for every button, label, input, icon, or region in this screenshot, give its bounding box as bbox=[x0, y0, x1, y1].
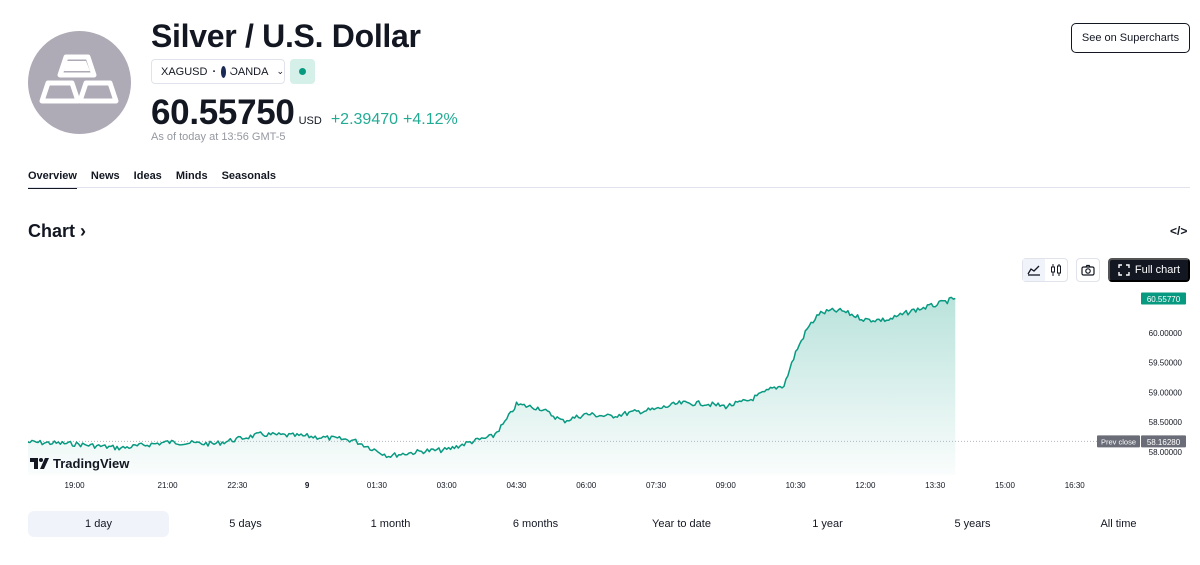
range-6-months[interactable]: 6 months bbox=[512, 518, 559, 530]
chevron-right-icon: › bbox=[75, 221, 87, 241]
prev-close-badge bbox=[1097, 435, 1140, 448]
prev-close-label: Prev close bbox=[1101, 437, 1136, 446]
tab-ideas[interactable]: Ideas bbox=[133, 170, 162, 182]
x-tick-label: 9 bbox=[305, 481, 310, 490]
tradingview-logo[interactable]: TradingView bbox=[30, 456, 129, 471]
tab-overview[interactable]: Overview bbox=[28, 170, 77, 189]
symbol-selector[interactable]: XAGUSD · OANDA ⌄ bbox=[151, 59, 285, 84]
range-5-days[interactable]: 5 days bbox=[229, 518, 262, 530]
price-area-fill bbox=[28, 297, 956, 475]
x-tick-label: 06:00 bbox=[576, 481, 597, 490]
x-tick-label: 07:30 bbox=[646, 481, 667, 490]
tab-seasonals[interactable]: Seasonals bbox=[221, 170, 277, 182]
exchange-name: OANDA bbox=[229, 65, 269, 78]
range-1-month[interactable]: 1 month bbox=[370, 518, 411, 530]
price-timestamp: As of today at 13:56 GMT-5 bbox=[151, 131, 286, 143]
section-tabs: Overview News Ideas Minds Seasonals bbox=[28, 170, 290, 189]
oanda-icon bbox=[221, 65, 227, 78]
tab-news[interactable]: News bbox=[90, 170, 120, 182]
separator-dot: · bbox=[212, 65, 217, 78]
prev-close-value: 58.16280 bbox=[1147, 438, 1181, 447]
status-dot-icon bbox=[299, 68, 306, 75]
silver-logo bbox=[28, 31, 131, 134]
chevron-down-icon: ⌄ bbox=[276, 66, 284, 76]
prev-close-value-badge bbox=[1141, 435, 1186, 448]
chart-heading-label: Chart bbox=[28, 221, 76, 241]
y-tick-label: 59.00000 bbox=[1149, 388, 1183, 397]
y-tick-label: 59.50000 bbox=[1149, 359, 1183, 368]
price-change: +2.39470 bbox=[330, 111, 399, 128]
x-tick-label: 09:00 bbox=[716, 481, 737, 490]
y-tick-label: 58.50000 bbox=[1149, 418, 1183, 427]
current-price-badge bbox=[1141, 292, 1186, 305]
y-tick-label: 60.00000 bbox=[1149, 329, 1183, 338]
candles-icon[interactable] bbox=[1045, 259, 1067, 281]
x-tick-label: 22:30 bbox=[227, 481, 248, 490]
range-5-years[interactable]: 5 years bbox=[954, 518, 991, 530]
chart-heading-link[interactable]: Chart › bbox=[28, 221, 86, 242]
time-range-selector: 1 day 5 days 1 month 6 months Year to da… bbox=[28, 511, 1190, 537]
range-year-to-date[interactable]: Year to date bbox=[652, 518, 711, 530]
x-tick-label: 21:00 bbox=[158, 481, 179, 490]
x-tick-label: 13:30 bbox=[925, 481, 946, 490]
page-title: Silver / U.S. Dollar bbox=[151, 18, 421, 54]
camera-icon[interactable] bbox=[1076, 258, 1100, 282]
market-status-indicator[interactable] bbox=[290, 59, 315, 84]
see-on-supercharts-button[interactable]: See on Supercharts bbox=[1071, 23, 1190, 53]
tab-minds[interactable]: Minds bbox=[175, 170, 208, 182]
price-change-percent: +4.12% bbox=[403, 111, 458, 128]
price-currency: USD bbox=[298, 115, 322, 127]
x-tick-label: 04:30 bbox=[506, 481, 527, 490]
tradingview-icon bbox=[30, 458, 49, 469]
fullscreen-icon bbox=[1118, 264, 1130, 276]
x-tick-label: 15:00 bbox=[995, 481, 1016, 490]
area-chart-icon[interactable] bbox=[1023, 259, 1045, 281]
x-tick-label: 10:30 bbox=[786, 481, 807, 490]
price-series-line bbox=[27, 296, 956, 459]
x-tick-label: 01:30 bbox=[367, 481, 388, 490]
range-1-year[interactable]: 1 year bbox=[812, 518, 843, 530]
range-all-time[interactable]: All time bbox=[1100, 518, 1137, 530]
chart-style-toggle bbox=[1022, 258, 1068, 282]
range-1-day[interactable]: 1 day bbox=[28, 511, 169, 537]
x-tick-label: 03:00 bbox=[437, 481, 458, 490]
current-price: 60.55750 bbox=[151, 93, 295, 132]
x-tick-label: 12:00 bbox=[855, 481, 876, 490]
silver-bars-icon bbox=[39, 54, 119, 104]
current-price-label: 60.55770 bbox=[1147, 295, 1181, 304]
code-embed-icon[interactable]: </> bbox=[1170, 224, 1188, 238]
price-row: 60.55750 USD +2.39470 +4.12% bbox=[151, 93, 458, 133]
tradingview-brand-label: TradingView bbox=[53, 456, 130, 471]
symbol-ticker: XAGUSD bbox=[161, 65, 208, 78]
x-tick-label: 19:00 bbox=[65, 481, 86, 490]
price-chart[interactable]: 60.00000 59.50000 59.00000 58.50000 58.00000… bbox=[0, 290, 1200, 495]
tabs-divider bbox=[28, 187, 1190, 188]
x-tick-label: 16:30 bbox=[1065, 481, 1086, 490]
full-chart-label: Full chart bbox=[1134, 264, 1181, 276]
full-chart-button[interactable]: Full chart bbox=[1108, 258, 1190, 282]
y-tick-label: 58.00000 bbox=[1149, 448, 1183, 457]
